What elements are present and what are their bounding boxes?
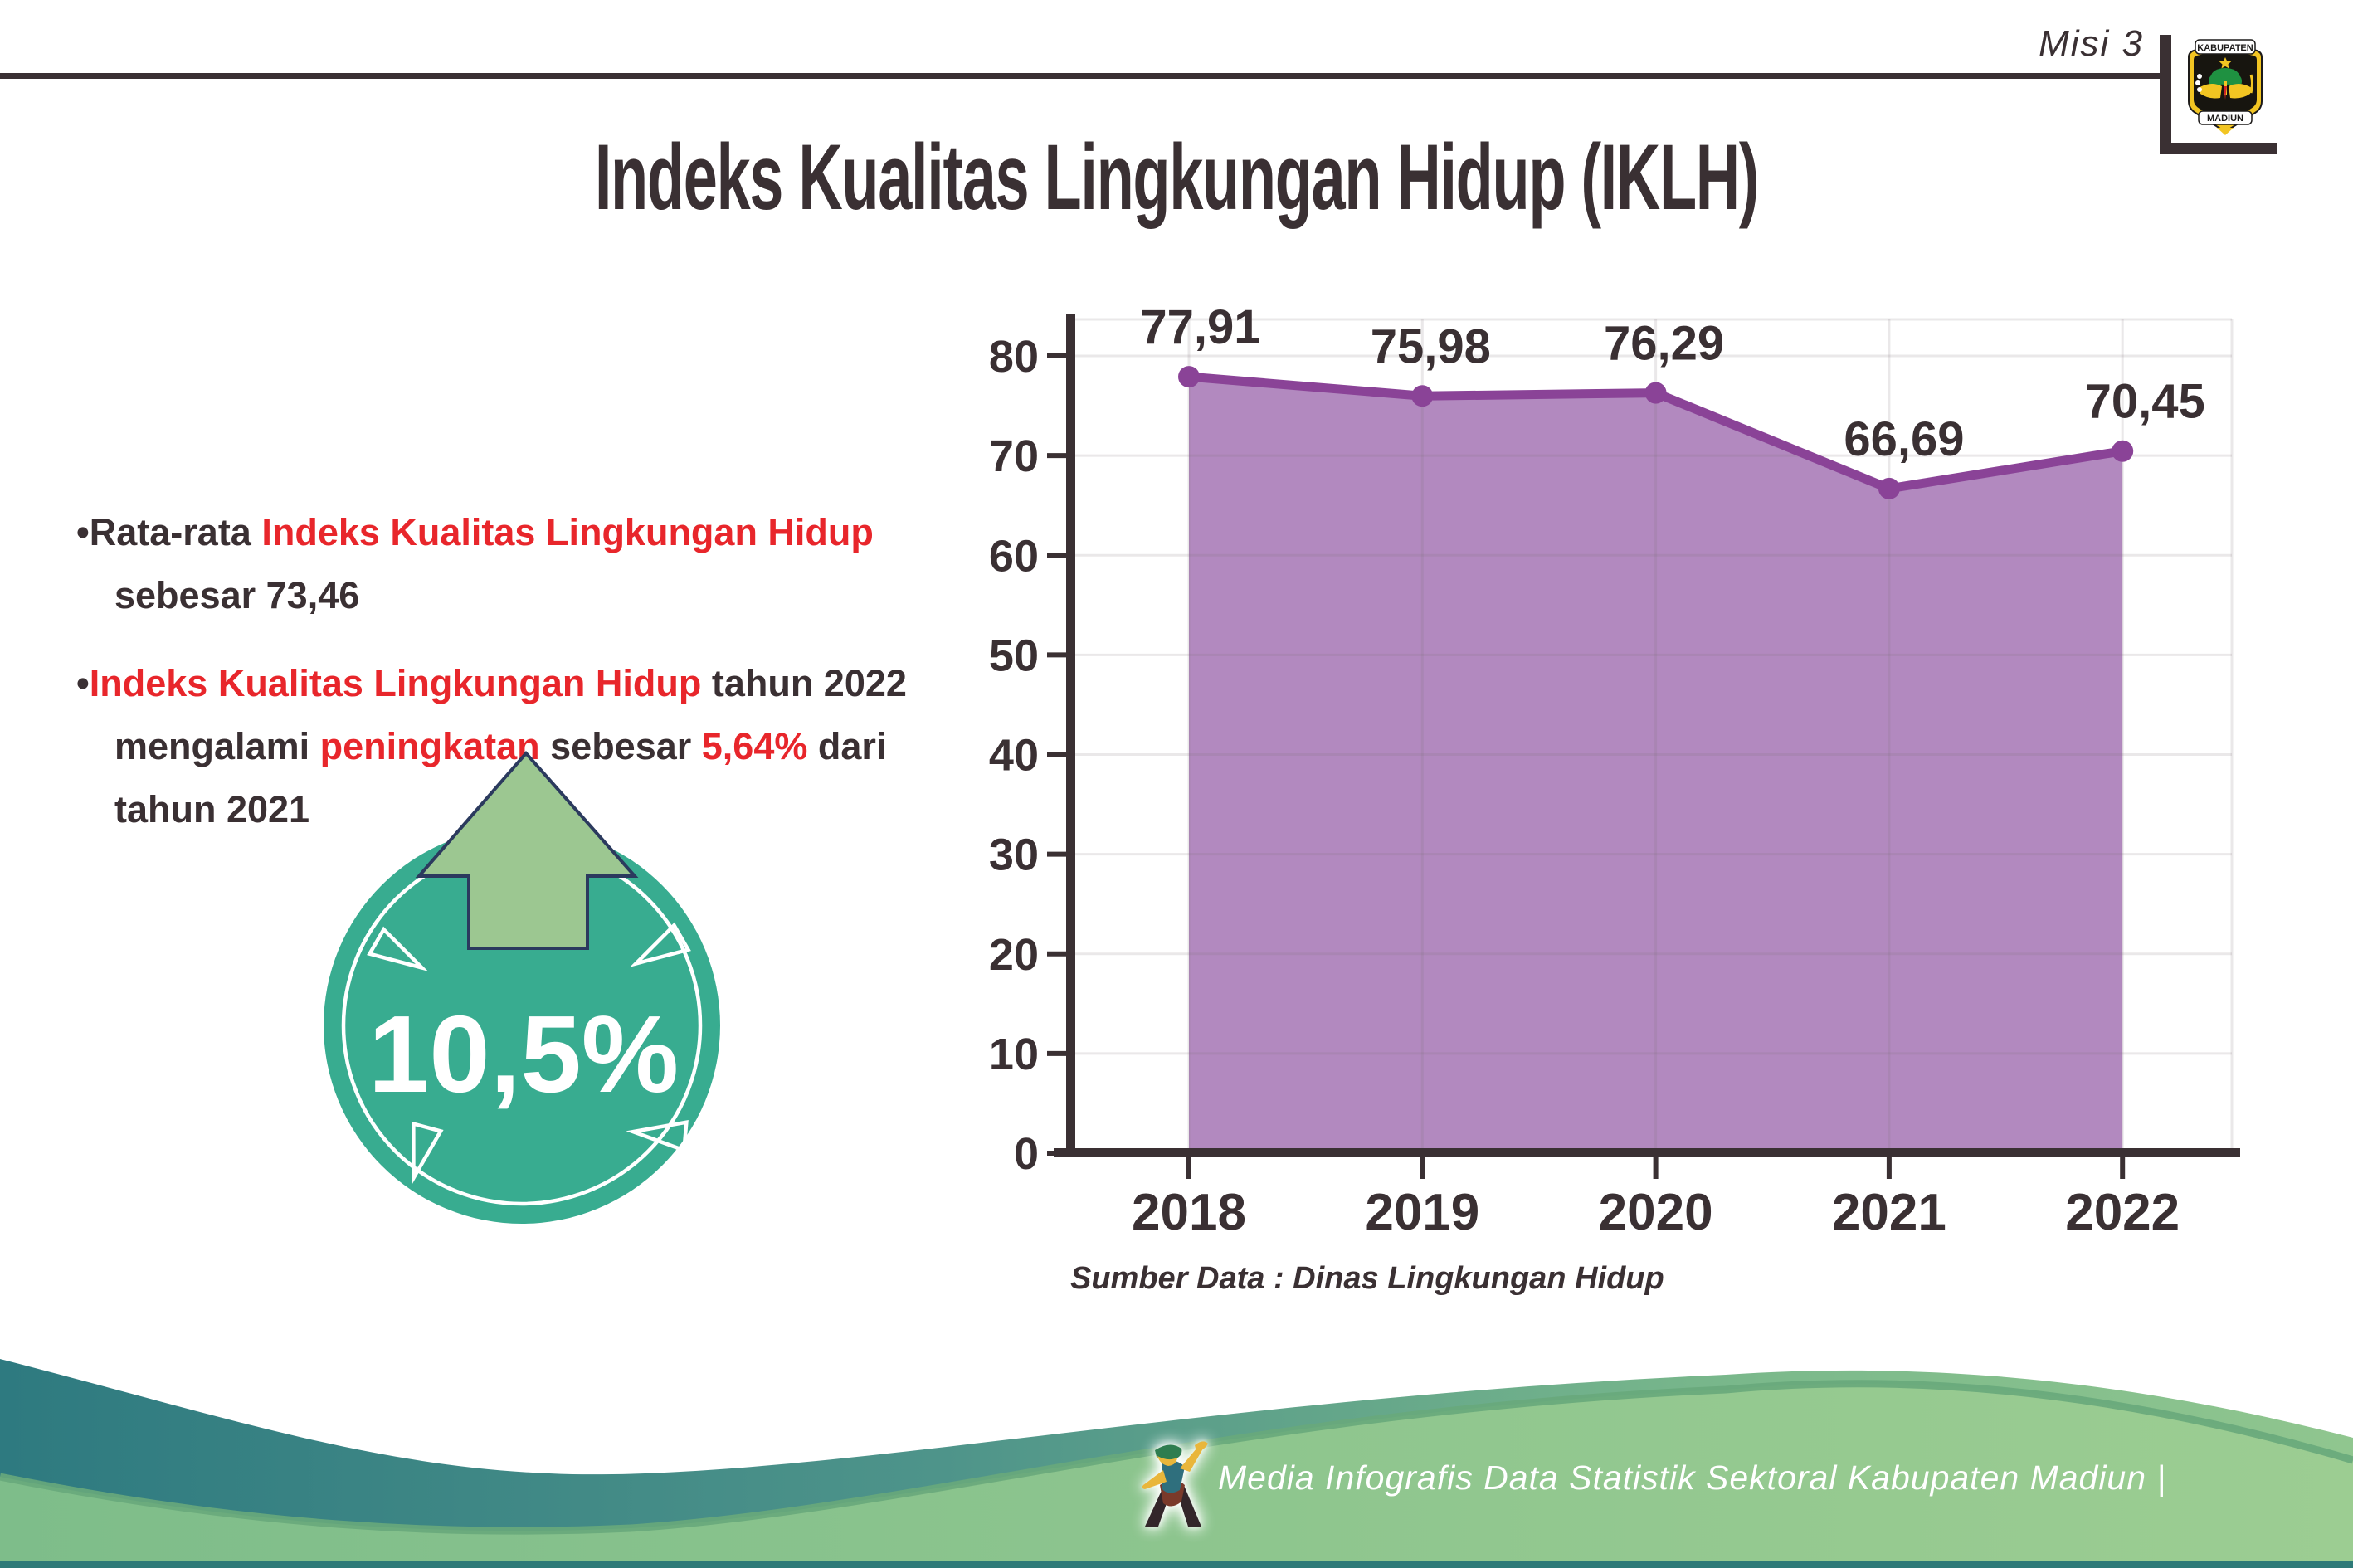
dancer-mascot-icon bbox=[1142, 1441, 1208, 1527]
logo-wings-icon bbox=[2199, 83, 2252, 99]
y-tick bbox=[1047, 553, 1066, 558]
body-text: sebesar bbox=[539, 725, 702, 767]
y-tick bbox=[1047, 353, 1066, 358]
data-label: 76,29 bbox=[1604, 317, 1724, 371]
y-tick bbox=[1047, 453, 1066, 459]
x-tick-label: 2019 bbox=[1365, 1184, 1479, 1241]
highlight-text: 5,64% bbox=[701, 725, 808, 767]
logo-cotton-icon bbox=[2195, 74, 2202, 92]
x-tick bbox=[1186, 1157, 1191, 1179]
footer-wave-edge bbox=[0, 1380, 2353, 1535]
y-tick-label: 60 bbox=[989, 531, 1039, 581]
data-point bbox=[1411, 385, 1434, 407]
body-text: • bbox=[76, 511, 90, 553]
x-tick bbox=[1653, 1157, 1659, 1179]
footer-bottom-strip bbox=[0, 1561, 2353, 1568]
bullet-line: tahun 2021 bbox=[76, 778, 1039, 841]
data-point bbox=[2112, 440, 2134, 462]
y-tick bbox=[1047, 1151, 1066, 1156]
y-tick-label: 30 bbox=[989, 830, 1039, 880]
data-point bbox=[1644, 382, 1667, 404]
x-tick-label: 2020 bbox=[1599, 1184, 1713, 1241]
footer-credit: Media Infografis Data Statistik Sektoral… bbox=[1218, 1458, 2167, 1497]
y-axis-line bbox=[1066, 314, 1075, 1157]
highlight-text: Indeks Kualitas Lingkungan Hidup bbox=[89, 662, 702, 704]
highlight-text: peningkatan bbox=[319, 725, 540, 767]
logo-banner-bottom-text: MADIUN bbox=[2207, 114, 2243, 124]
badge-value: 10,5% bbox=[368, 993, 679, 1115]
bullet-item: •Indeks Kualitas Lingkungan Hidup tahun … bbox=[76, 652, 1039, 841]
x-axis-line bbox=[1054, 1148, 2240, 1157]
body-text: dari bbox=[807, 725, 887, 767]
y-tick-label: 70 bbox=[989, 431, 1039, 481]
y-tick-label: 40 bbox=[989, 731, 1039, 781]
page-title: Indeks Kualitas Lingkungan Hidup (IKLH) bbox=[594, 125, 1760, 229]
bullet-line: •Indeks Kualitas Lingkungan Hidup tahun … bbox=[76, 652, 1039, 715]
body-text: tahun 2022 bbox=[701, 662, 907, 704]
logo-wheat-icon bbox=[2249, 74, 2253, 94]
y-tick bbox=[1047, 1050, 1066, 1056]
body-text: tahun 2021 bbox=[114, 788, 310, 830]
body-text: Rata-rata bbox=[89, 511, 262, 553]
data-label: 77,91 bbox=[1140, 300, 1260, 354]
bullet-line: mengalami peningkatan sebesar 5,64% dari bbox=[76, 715, 1039, 778]
logo-bracket-vertical bbox=[2160, 35, 2171, 153]
x-tick bbox=[1886, 1157, 1892, 1179]
data-label: 66,69 bbox=[1844, 412, 1964, 466]
logo-kris-icon bbox=[2224, 86, 2227, 100]
data-point bbox=[1178, 366, 1200, 388]
iklh-area-chart: 0 10 20 30 40 50 60 70 80 2018 2019 2020 2021 2022 77,… bbox=[989, 300, 2240, 1296]
logo-bottom-ornament bbox=[2217, 128, 2234, 135]
y-tick-label: 50 bbox=[989, 631, 1039, 680]
y-tick bbox=[1047, 652, 1066, 658]
x-tick bbox=[2120, 1157, 2126, 1179]
logo-banner-bottom bbox=[2198, 110, 2253, 125]
logo-banner-top-text: KABUPATEN bbox=[2197, 43, 2253, 53]
y-tick-label: 0 bbox=[1014, 1129, 1039, 1179]
up-arrow-icon bbox=[415, 750, 639, 950]
data-label: 70,45 bbox=[2085, 375, 2205, 429]
bullet-line: sebesar 73,46 bbox=[76, 564, 1039, 627]
chart-source: Sumber Data : Dinas Lingkungan Hidup bbox=[1070, 1261, 1664, 1296]
y-tick bbox=[1047, 752, 1066, 757]
body-text: • bbox=[76, 662, 90, 704]
misi-label: Misi 3 bbox=[2039, 23, 2144, 64]
bullet-list: •Rata-rata Indeks Kualitas Lingkungan Hi… bbox=[76, 501, 1039, 866]
badge-tick-decorations bbox=[367, 922, 691, 1186]
kabupaten-madiun-logo: KABUPATEN MADIUN bbox=[2188, 39, 2263, 135]
highlight-text: Indeks Kualitas Lingkungan Hidup bbox=[261, 511, 874, 553]
header-rule bbox=[0, 73, 2161, 79]
y-tick-label: 10 bbox=[989, 1030, 1039, 1079]
bullet-line: •Rata-rata Indeks Kualitas Lingkungan Hi… bbox=[76, 501, 1039, 564]
y-tick bbox=[1047, 951, 1066, 957]
logo-star-icon bbox=[2219, 57, 2232, 69]
data-label: 75,98 bbox=[1371, 319, 1491, 373]
body-text: sebesar 73,46 bbox=[114, 574, 360, 616]
y-tick-label: 80 bbox=[989, 332, 1039, 382]
logo-banner-top bbox=[2195, 39, 2256, 55]
data-point bbox=[1878, 477, 1900, 499]
x-tick-label: 2021 bbox=[1832, 1184, 1946, 1241]
x-tick-label: 2022 bbox=[2065, 1184, 2180, 1241]
logo-bracket-horizontal bbox=[2160, 143, 2277, 154]
y-tick bbox=[1047, 851, 1066, 857]
body-text: mengalami bbox=[114, 725, 320, 767]
area-fill bbox=[1189, 377, 2123, 1153]
bullet-item: •Rata-rata Indeks Kualitas Lingkungan Hi… bbox=[76, 501, 1039, 627]
increase-badge: 10,5% bbox=[324, 750, 720, 1224]
x-tick-label: 2018 bbox=[1132, 1184, 1246, 1241]
x-tick bbox=[1420, 1157, 1425, 1179]
y-tick-label: 20 bbox=[989, 930, 1039, 980]
